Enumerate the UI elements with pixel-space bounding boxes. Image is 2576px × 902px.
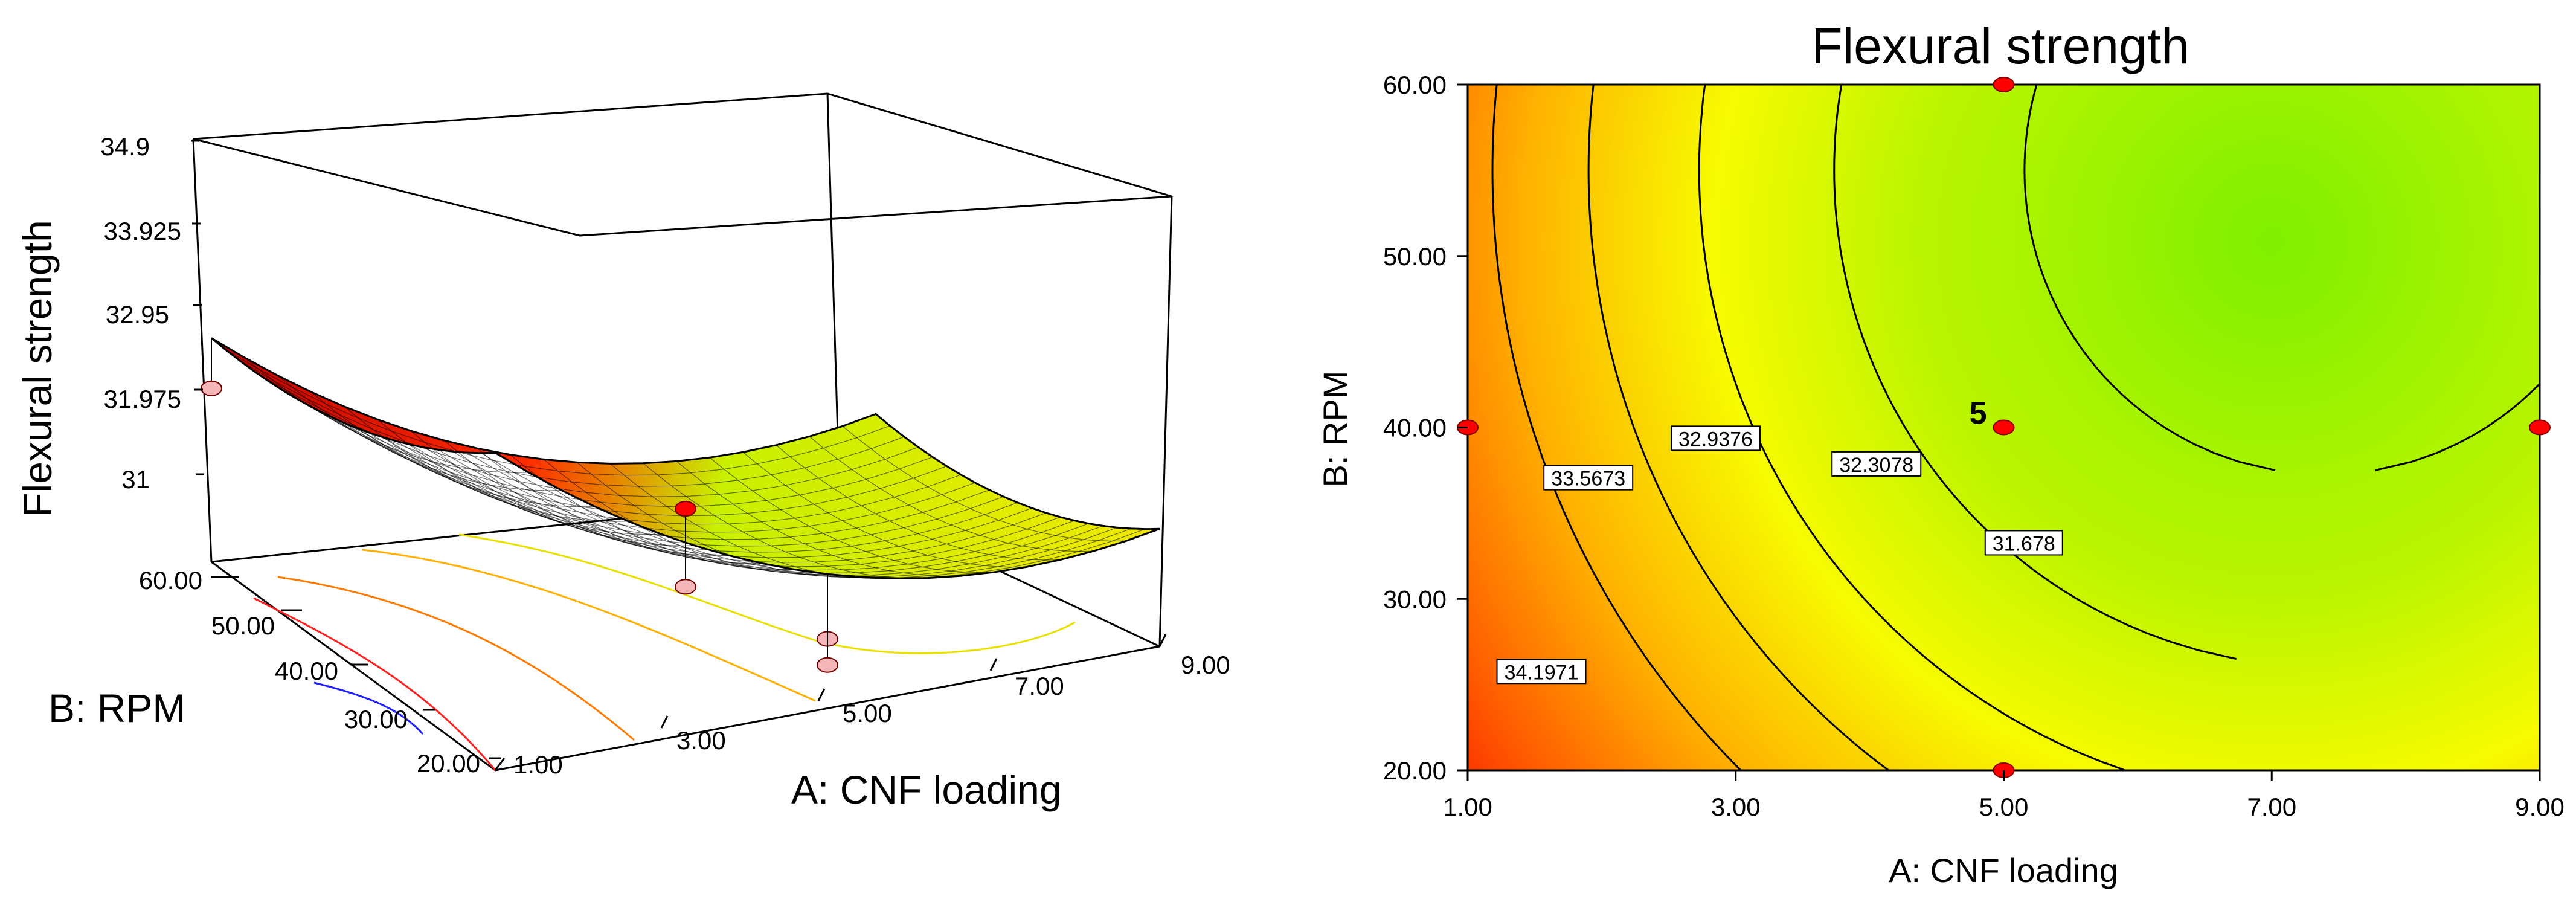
contour-line-4 <box>2023 85 2540 471</box>
contour-label-box-2 <box>1670 425 1761 451</box>
y-axis-3d: 60.00 50.00 40.00 30.00 20.00 B: RPM <box>48 566 501 778</box>
contour-x-tick-label-2: 5.00 <box>1979 793 2029 821</box>
contour-y-tick-label-4: 60.00 <box>1383 71 1447 99</box>
surface-mesh <box>211 337 1160 579</box>
y3d-tick-marks <box>211 576 501 759</box>
surface-design-point-4 <box>817 657 838 673</box>
contour-line-1 <box>1587 85 1890 770</box>
y3d-tick-label-30: 30.00 <box>344 705 408 733</box>
z-tick-label-4: 34.9 <box>100 132 150 161</box>
base-contour-4 <box>362 549 816 702</box>
x3d-tick-label-5: 5.00 <box>843 699 892 727</box>
surface-design-point-0 <box>201 380 222 396</box>
base-contour-3 <box>277 576 635 741</box>
y3d-tick-label-20: 20.00 <box>417 749 480 778</box>
x3d-tick-marks <box>494 634 1167 771</box>
surface-design-point-2 <box>675 501 696 517</box>
y3d-tick-label-40: 40.00 <box>275 657 338 685</box>
base-contour-2 <box>253 597 496 771</box>
x3d-axis-title: A: CNF loading <box>791 767 1062 812</box>
contour-label-box-4 <box>1984 530 2063 556</box>
contour-line-0 <box>1491 85 1742 770</box>
design-point-1 <box>1993 77 2015 92</box>
surface-plot: 34.9 33.925 32.95 31.975 31 Flexural str… <box>15 92 1230 812</box>
contour-labels: 34.1971 33.5673 32.9376 32.3078 31.678 <box>1496 425 2063 685</box>
contour-label-1: 33.5673 <box>1551 468 1625 491</box>
contour-x-tick-label-4: 9.00 <box>2515 793 2565 821</box>
center-replicate-count: 5 <box>1970 396 1987 431</box>
x3d-tick-label-1: 1.00 <box>513 750 563 779</box>
design-point-2 <box>1993 419 2015 436</box>
design-point-4 <box>2529 419 2551 436</box>
surface-design-point-1 <box>675 579 696 595</box>
y3d-tick-label-50: 50.00 <box>211 611 275 640</box>
contour-y-axis-title: B: RPM <box>1316 371 1354 488</box>
contour-label-2: 32.9376 <box>1678 428 1753 451</box>
contour-label-3: 32.3078 <box>1839 454 1913 477</box>
x3d-tick-label-7: 7.00 <box>1015 672 1064 700</box>
surface-design-points <box>201 338 838 673</box>
y3d-tick-label-60: 60.00 <box>139 566 202 594</box>
base-contour-1 <box>313 681 424 735</box>
contour-y-tick-label-2: 40.00 <box>1383 414 1447 442</box>
contour-y-tick-label-1: 30.00 <box>1383 585 1447 613</box>
contour-label-box-1 <box>1543 465 1634 491</box>
contour-x-tick-label-3: 7.00 <box>2247 793 2296 821</box>
x3d-tick-label-9: 9.00 <box>1181 651 1230 679</box>
x3d-tick-label-3: 3.00 <box>676 726 726 755</box>
base-contour-5 <box>458 533 1076 654</box>
y3d-axis-title: B: RPM <box>48 686 185 730</box>
contour-title: Flexural strength <box>1811 18 2189 74</box>
contour-y-tick-label-3: 50.00 <box>1383 242 1447 271</box>
surface-base-contours <box>253 533 1076 771</box>
contour-design-points: 5 <box>1457 77 2551 778</box>
contour-y-tick-label-0: 20.00 <box>1383 756 1447 785</box>
z-tick-label-1: 31.975 <box>104 385 181 413</box>
z-axis: 34.9 33.925 32.95 31.975 31 Flexural str… <box>15 132 204 517</box>
response-surface <box>211 337 1160 579</box>
contour-line-2 <box>1698 85 2128 770</box>
contour-x-tick-label-1: 3.00 <box>1711 793 1761 821</box>
contour-label-0: 34.1971 <box>1505 661 1579 684</box>
contour-label-4: 31.678 <box>1993 532 2055 555</box>
z-axis-title: Flexural strength <box>15 220 60 517</box>
z-tick-label-0: 31 <box>121 465 150 494</box>
surface-box-frame <box>192 92 1173 772</box>
z-tick-label-3: 33.925 <box>104 217 181 245</box>
contour-plot: Flexural strength 34.197133.567332.93763… <box>1316 18 2565 889</box>
contour-x-axis-title: A: CNF loading <box>1889 851 2118 889</box>
contour-x-tick-label-0: 1.00 <box>1443 793 1492 821</box>
z-tick-marks <box>191 140 204 475</box>
z-tick-label-2: 32.95 <box>106 300 169 329</box>
contour-axes: 1.00 3.00 5.00 7.00 9.00 20.00 30.00 40.00 50.00… <box>1383 71 2565 821</box>
contour-label-box-0 <box>1496 659 1587 685</box>
x-axis-3d: 1.00 3.00 5.00 7.00 9.00 A: CNF loading <box>494 634 1230 812</box>
contour-label-box-3 <box>1831 451 1922 477</box>
